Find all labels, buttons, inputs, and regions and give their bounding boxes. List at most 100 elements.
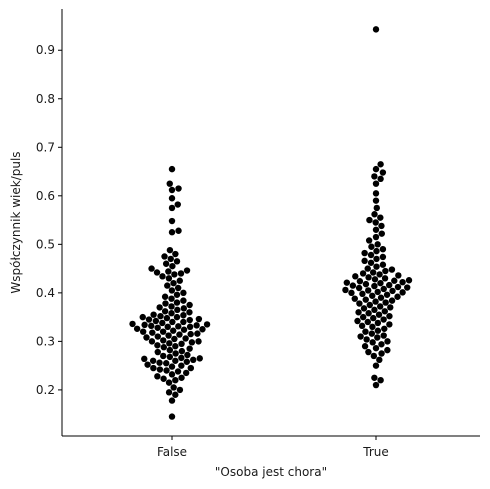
data-point-true: [377, 376, 384, 384]
data-point-false: [180, 297, 187, 304]
data-point-true: [399, 289, 406, 296]
data-point-false: [174, 368, 182, 375]
data-point-true: [381, 275, 389, 282]
data-point-true: [376, 271, 383, 278]
data-point-false: [178, 362, 185, 369]
data-point-false: [172, 343, 179, 350]
data-point-false: [172, 357, 179, 364]
data-point-false: [174, 201, 181, 208]
y-axis-ticks: 0.2 0.3 0.4 0.5 0.6 0.7 0.8 0.9: [36, 43, 62, 397]
data-point-false: [195, 315, 203, 323]
data-point-false: [178, 340, 185, 348]
data-point-true: [373, 263, 380, 270]
data-point-false: [194, 330, 201, 337]
data-point-true: [354, 317, 361, 325]
data-point-false: [160, 352, 167, 360]
data-point-false: [148, 322, 155, 330]
data-point-false: [154, 342, 161, 349]
x-tick-label: True: [362, 445, 389, 459]
data-point-true: [386, 281, 393, 289]
data-point-false: [168, 186, 176, 194]
data-point-false: [186, 323, 194, 331]
data-point-false: [160, 344, 168, 351]
data-point-true: [380, 316, 387, 323]
data-point-true: [379, 253, 387, 261]
data-point-true: [377, 279, 384, 287]
data-point-true: [363, 336, 370, 343]
data-point-true: [372, 298, 379, 305]
data-point-false: [168, 310, 175, 317]
data-point-true: [388, 266, 396, 273]
data-point-false: [170, 384, 177, 391]
data-point-false: [180, 289, 187, 297]
data-point-false: [187, 330, 194, 338]
data-point-false: [153, 269, 161, 276]
data-point-true: [378, 222, 385, 230]
x-tick-label: False: [157, 445, 187, 459]
data-point-false: [186, 309, 193, 316]
data-point-true: [395, 272, 402, 279]
data-point-true: [377, 294, 385, 301]
data-point-false: [183, 358, 191, 365]
data-point-true: [372, 233, 380, 241]
data-point-false: [168, 195, 176, 202]
data-point-false: [169, 318, 176, 326]
data-point-false: [157, 312, 164, 320]
data-point-true: [371, 173, 378, 180]
data-point-true: [405, 277, 413, 284]
y-tick-label: 0.9: [36, 43, 55, 57]
data-point-false: [159, 319, 166, 327]
data-point-false: [141, 321, 148, 329]
data-point-false: [165, 275, 173, 282]
data-point-true: [377, 161, 384, 168]
data-point-true: [371, 306, 378, 314]
data-point-false: [196, 355, 203, 362]
data-point-false: [139, 313, 146, 321]
data-point-false: [176, 277, 183, 284]
data-point-false: [173, 258, 181, 265]
data-point-true: [362, 328, 369, 335]
data-point-true: [376, 356, 383, 364]
data-point-false: [160, 375, 167, 382]
data-point-false: [161, 253, 168, 260]
data-point-false: [178, 354, 185, 362]
data-point-true: [391, 277, 398, 284]
data-point-true: [371, 374, 378, 381]
data-point-false: [168, 371, 176, 378]
data-point-true: [367, 251, 375, 259]
data-point-true: [371, 282, 378, 290]
data-point-false: [174, 284, 182, 292]
data-point-true: [367, 259, 375, 266]
data-point-false: [173, 291, 181, 298]
data-point-false: [168, 295, 175, 302]
data-point-true: [370, 352, 378, 360]
data-point-true: [372, 197, 380, 204]
data-point-true: [380, 332, 387, 339]
y-axis-label: Współczynnik wiek/puls: [9, 151, 23, 293]
data-point-true: [362, 296, 369, 303]
data-point-false: [168, 229, 176, 236]
data-point-true: [365, 274, 372, 281]
data-point-false: [156, 366, 164, 373]
data-point-false: [180, 318, 187, 326]
data-point-true: [372, 219, 379, 226]
data-point-true: [366, 216, 373, 224]
data-point-true: [343, 279, 351, 286]
data-point-false: [161, 308, 169, 315]
data-point-true: [370, 314, 377, 322]
data-point-true: [376, 303, 384, 310]
data-point-true: [369, 292, 376, 299]
data-point-true: [381, 325, 388, 332]
data-point-true: [374, 327, 382, 334]
data-point-true: [352, 273, 359, 280]
data-point-true: [360, 305, 368, 312]
data-point-true: [365, 348, 372, 356]
data-point-true: [374, 241, 381, 248]
data-point-true: [355, 284, 363, 292]
data-point-true: [377, 175, 384, 183]
data-point-true: [371, 211, 378, 218]
data-point-false: [166, 246, 174, 254]
data-point-false: [152, 317, 160, 325]
data-point-false: [182, 335, 189, 342]
